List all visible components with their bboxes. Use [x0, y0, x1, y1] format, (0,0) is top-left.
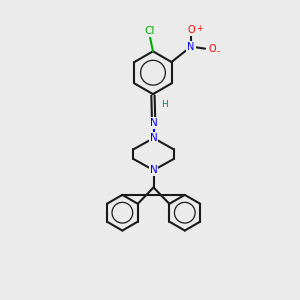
Text: O: O — [187, 25, 195, 34]
Text: O: O — [208, 44, 216, 54]
Text: H: H — [161, 100, 168, 109]
Text: N: N — [150, 165, 158, 175]
Text: Cl: Cl — [145, 26, 155, 35]
Text: +: + — [196, 24, 203, 33]
Text: N: N — [150, 118, 158, 128]
Text: N: N — [188, 42, 195, 52]
Text: N: N — [150, 133, 158, 143]
Text: -: - — [216, 47, 220, 56]
